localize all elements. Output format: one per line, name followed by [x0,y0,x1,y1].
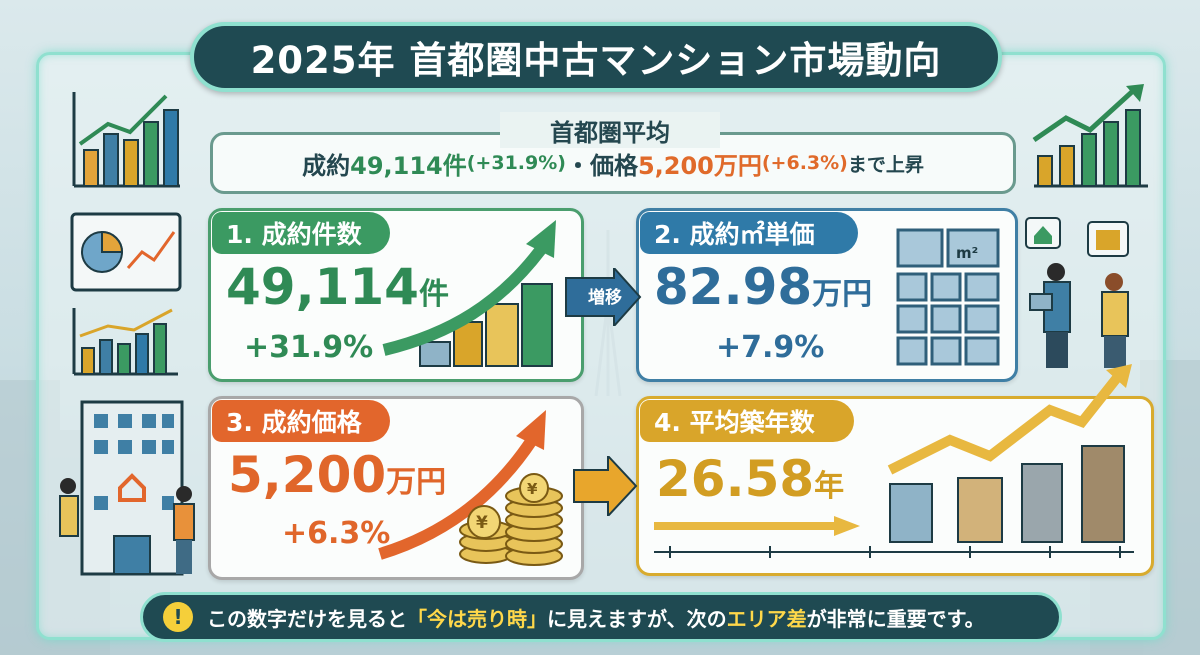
page-title: 2025年 首都圏中古マンション市場動向 [190,22,1002,92]
card-4-tag: 4. 平均築年数 [640,400,854,442]
move-arrow-icon [565,268,642,326]
card-1-change: +31.9% [244,330,374,365]
summary-label: 首都圏平均 [500,112,720,148]
unit-badge: m² [956,244,978,262]
summary-price-change: (+6.3%) [761,152,848,174]
pie-chart-board-icon [70,212,182,292]
card-3-tag: 3. 成約価格 [212,400,390,442]
green-growth-arrow-icon [382,220,556,367]
card-3-change: +6.3% [282,516,391,551]
move-label: 増移 [588,288,622,308]
footer-text: この数字だけを見ると「今は売り時」に見えますが、次のエリア差が非常に重要です。 [207,606,985,631]
summary-price: 5,200万円 [637,151,762,180]
card-2-change: +7.9% [716,330,825,365]
warning-icon: ! [163,602,193,632]
summary-count-change: (+31.9%) [466,152,566,174]
growth-chart-icon [1032,84,1148,188]
aging-buildings-chart-icon [654,364,1134,558]
coin-2-symbol: ¥ [527,480,538,498]
card-2-tag: 2. 成約㎡単価 [640,212,858,254]
bar-chart-icon [72,92,180,188]
summary-sep: ・価格 [565,151,638,180]
card-1-value: 49,114件 [226,258,449,316]
card-3-value: 5,200万円 [228,446,447,504]
summary-suffix: まで上昇 [847,153,924,176]
coin-1-symbol: ¥ [476,513,488,533]
summary-count: 49,114件 [350,151,467,180]
trend-chart-icon [72,308,178,376]
floor-tiles-icon: m² [896,228,1000,366]
footer-note: ! この数字だけを見ると「今は売り時」に見えますが、次のエリア差が非常に重要です… [140,592,1062,642]
yellow-arrow-icon [573,456,638,516]
card-4-value: 26.58年 [656,450,845,508]
card-2-value: 82.98万円 [654,258,873,316]
office-building-illustration [59,400,195,576]
coins-arrow-icon: ¥ ¥ [378,410,563,566]
people-tablet-illustration [1025,217,1129,368]
summary-prefix: 成約 [302,151,351,180]
card-1-tag: 1. 成約件数 [212,212,390,254]
